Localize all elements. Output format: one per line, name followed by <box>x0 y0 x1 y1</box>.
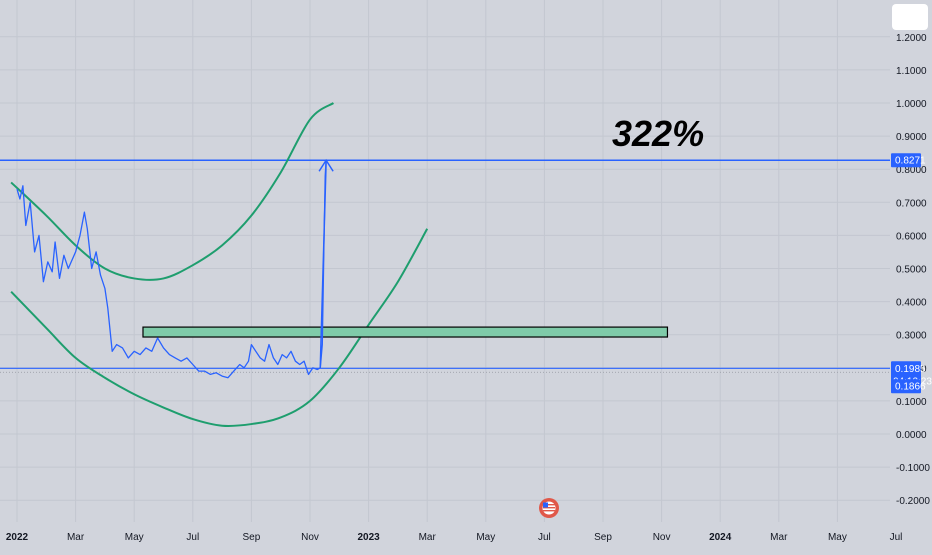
x-tick-label: Mar <box>419 532 437 543</box>
x-tick-label: 2024 <box>709 532 732 543</box>
x-tick-label: Nov <box>653 532 671 543</box>
price-badge: 0.8271 <box>891 153 926 168</box>
x-tick-label: May <box>476 532 495 543</box>
y-tick-label: 0.7000 <box>896 198 927 209</box>
y-tick-label: 0.4000 <box>896 298 927 309</box>
x-tick-label: Jul <box>538 532 551 543</box>
y-tick-label: 0.5000 <box>896 265 927 276</box>
y-tick-label: 0.0000 <box>896 430 927 441</box>
y-tick-label: 1.1000 <box>896 66 927 77</box>
upper-arc-curve <box>10 102 335 281</box>
y-tick-label: 0.6000 <box>896 231 927 242</box>
grid-lines <box>0 0 890 522</box>
y-tick-label: 0.9000 <box>896 132 927 143</box>
x-tick-label: 2023 <box>357 532 380 543</box>
drawing-shapes <box>0 102 890 428</box>
y-tick-label: 0.8000 <box>896 165 927 176</box>
y-tick-label: 0.1000 <box>896 397 927 408</box>
y-tick-label: 1.0000 <box>896 99 927 110</box>
x-tick-label: Jul <box>890 532 903 543</box>
x-tick-label: Nov <box>301 532 319 543</box>
x-tick-label: May <box>125 532 144 543</box>
svg-text:0.8271: 0.8271 <box>895 156 926 167</box>
x-tick-label: Sep <box>594 532 612 543</box>
flag-icon[interactable] <box>539 498 559 518</box>
price-line <box>16 160 327 379</box>
svg-text:0.1866: 0.1866 <box>895 382 926 393</box>
lower-arc-curve <box>10 228 429 428</box>
x-tick-label: Sep <box>243 532 261 543</box>
settings-box[interactable] <box>892 4 928 30</box>
gain-percent-label: 322% <box>612 113 704 154</box>
x-tick-label: Mar <box>770 532 788 543</box>
y-tick-label: -0.1000 <box>896 463 930 474</box>
y-axis: 1.2000 1.1000 1.0000 0.9000 0.8000 0.7000 0.60… <box>896 33 930 507</box>
price-badge: 0.1866 <box>891 379 926 394</box>
x-tick-label: Mar <box>67 532 85 543</box>
x-tick-label: 2022 <box>6 532 29 543</box>
accumulation-zone <box>142 326 669 338</box>
x-tick-label: Jul <box>186 532 199 543</box>
x-axis: 2022 Mar May Jul Sep Nov 2023 Mar May Jul Sep Nov 20… <box>6 532 903 543</box>
y-tick-label: -0.2000 <box>896 496 930 507</box>
price-series <box>16 160 327 379</box>
svg-text:0.1985: 0.1985 <box>895 364 926 375</box>
y-tick-label: 1.2000 <box>896 33 927 44</box>
y-tick-label: 0.3000 <box>896 331 927 342</box>
x-tick-label: May <box>828 532 847 543</box>
